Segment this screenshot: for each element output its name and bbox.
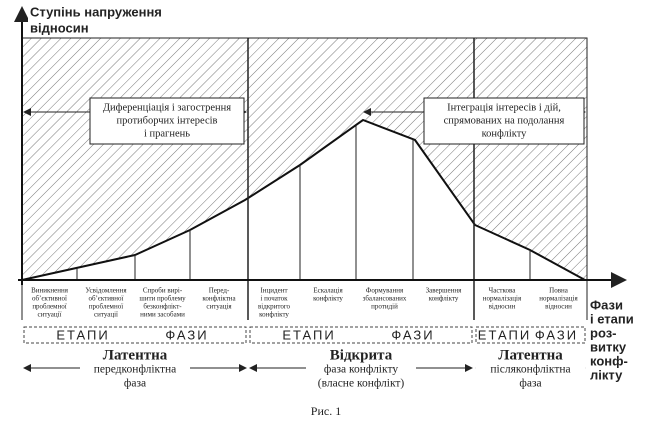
phase-name: Відкрита — [330, 347, 393, 363]
band-label: ФАЗИ — [165, 327, 208, 342]
stage-label: відкритого — [258, 303, 291, 311]
annotation: спрямованих на подолання — [444, 115, 565, 126]
stage-label: Завершення — [426, 287, 462, 295]
stage-label: нормалізація — [483, 295, 522, 303]
stage-label: ситуації — [94, 311, 118, 319]
band-label: ФАЗИ — [391, 327, 434, 342]
stage-label: конфлікту — [429, 295, 459, 303]
phase-name: Латентна — [498, 347, 563, 363]
phase-bg — [475, 363, 586, 393]
phase-description: фаза конфлікту — [324, 364, 398, 376]
stage-label: Усвідомлення — [85, 287, 127, 295]
band-box — [475, 326, 586, 344]
stage-label: ситуації — [38, 311, 62, 319]
stage-label: протидій — [371, 303, 398, 311]
stage-label: Формування — [366, 287, 404, 295]
phase-name: Латентна — [103, 347, 168, 363]
x-axis-label: лікту — [590, 367, 623, 382]
under-curve — [22, 120, 585, 280]
stage-label: Інцидент — [260, 287, 287, 295]
band-label: ЕТАПИ — [478, 327, 531, 342]
stage-label: відносин — [489, 303, 516, 311]
x-axis-label: роз- — [590, 325, 617, 340]
phase-bg — [80, 363, 190, 393]
phase-description: (власне конфлікт) — [318, 378, 405, 390]
annotation: протиборчих інтересів — [116, 115, 217, 126]
annotation-box — [423, 97, 585, 145]
stage-label: конфлікту — [259, 311, 289, 319]
stage-label: ними засобами — [140, 311, 185, 319]
stage-label: Ескалація — [313, 287, 343, 295]
stage-label: нормалізація — [539, 295, 578, 303]
annotation: Диференціація і загострення — [103, 102, 231, 113]
stage-label: Повна — [549, 287, 569, 295]
annotation: Інтеграція інтересів і дій, — [447, 102, 561, 113]
x-axis-label: Фази — [590, 297, 623, 312]
stage-label: Часткова — [489, 287, 517, 295]
x-axis-label: конф- — [590, 353, 628, 368]
phase-bg — [306, 363, 416, 393]
phase-description: фаза — [124, 378, 146, 390]
stage-label: відносин — [545, 303, 572, 311]
stage-label: Перед- — [209, 287, 230, 295]
stage-label: об’єктивної — [32, 295, 67, 303]
stage-label: ситуація — [206, 303, 232, 311]
caption: Рис. 1 — [311, 404, 341, 418]
phase-description: післяконфліктна — [490, 364, 570, 376]
tension-curve — [21, 118, 586, 281]
y-axis-label: відносин — [30, 20, 89, 35]
band-label: ФАЗИ — [535, 327, 578, 342]
annotation-box — [89, 97, 245, 145]
x-axis-label: витку — [590, 339, 627, 354]
annotation: і прагнень — [144, 128, 190, 139]
band-label: ЕТАПИ — [282, 327, 335, 342]
stage-label: конфліктна — [202, 295, 236, 303]
phase-description: фаза — [519, 378, 541, 390]
band-box — [249, 326, 473, 344]
stage-dividers — [21, 38, 588, 320]
stage-label: безконфлікт- — [143, 303, 182, 311]
stage-label: збалансованих — [363, 295, 407, 303]
phase-description: передконфліктна — [94, 364, 177, 376]
stage-label: проблемної — [89, 303, 123, 311]
label-bg — [28, 5, 148, 37]
band-box — [23, 326, 247, 344]
y-axis-label: Ступінь напруження — [30, 4, 162, 19]
stage-label: об’єктивної — [88, 295, 123, 303]
band-label: ЕТАПИ — [56, 327, 109, 342]
stage-label: проблемної — [32, 303, 66, 311]
annotation: конфлікту — [482, 128, 528, 139]
stage-label: і початок — [260, 295, 288, 303]
stage-label: конфлікту — [313, 295, 343, 303]
stage-label: шити проблему — [139, 295, 186, 303]
stage-label: Спроби вирі- — [143, 287, 183, 295]
stage-label: Виникнення — [31, 287, 69, 295]
x-axis-label: і етапи — [590, 311, 634, 326]
